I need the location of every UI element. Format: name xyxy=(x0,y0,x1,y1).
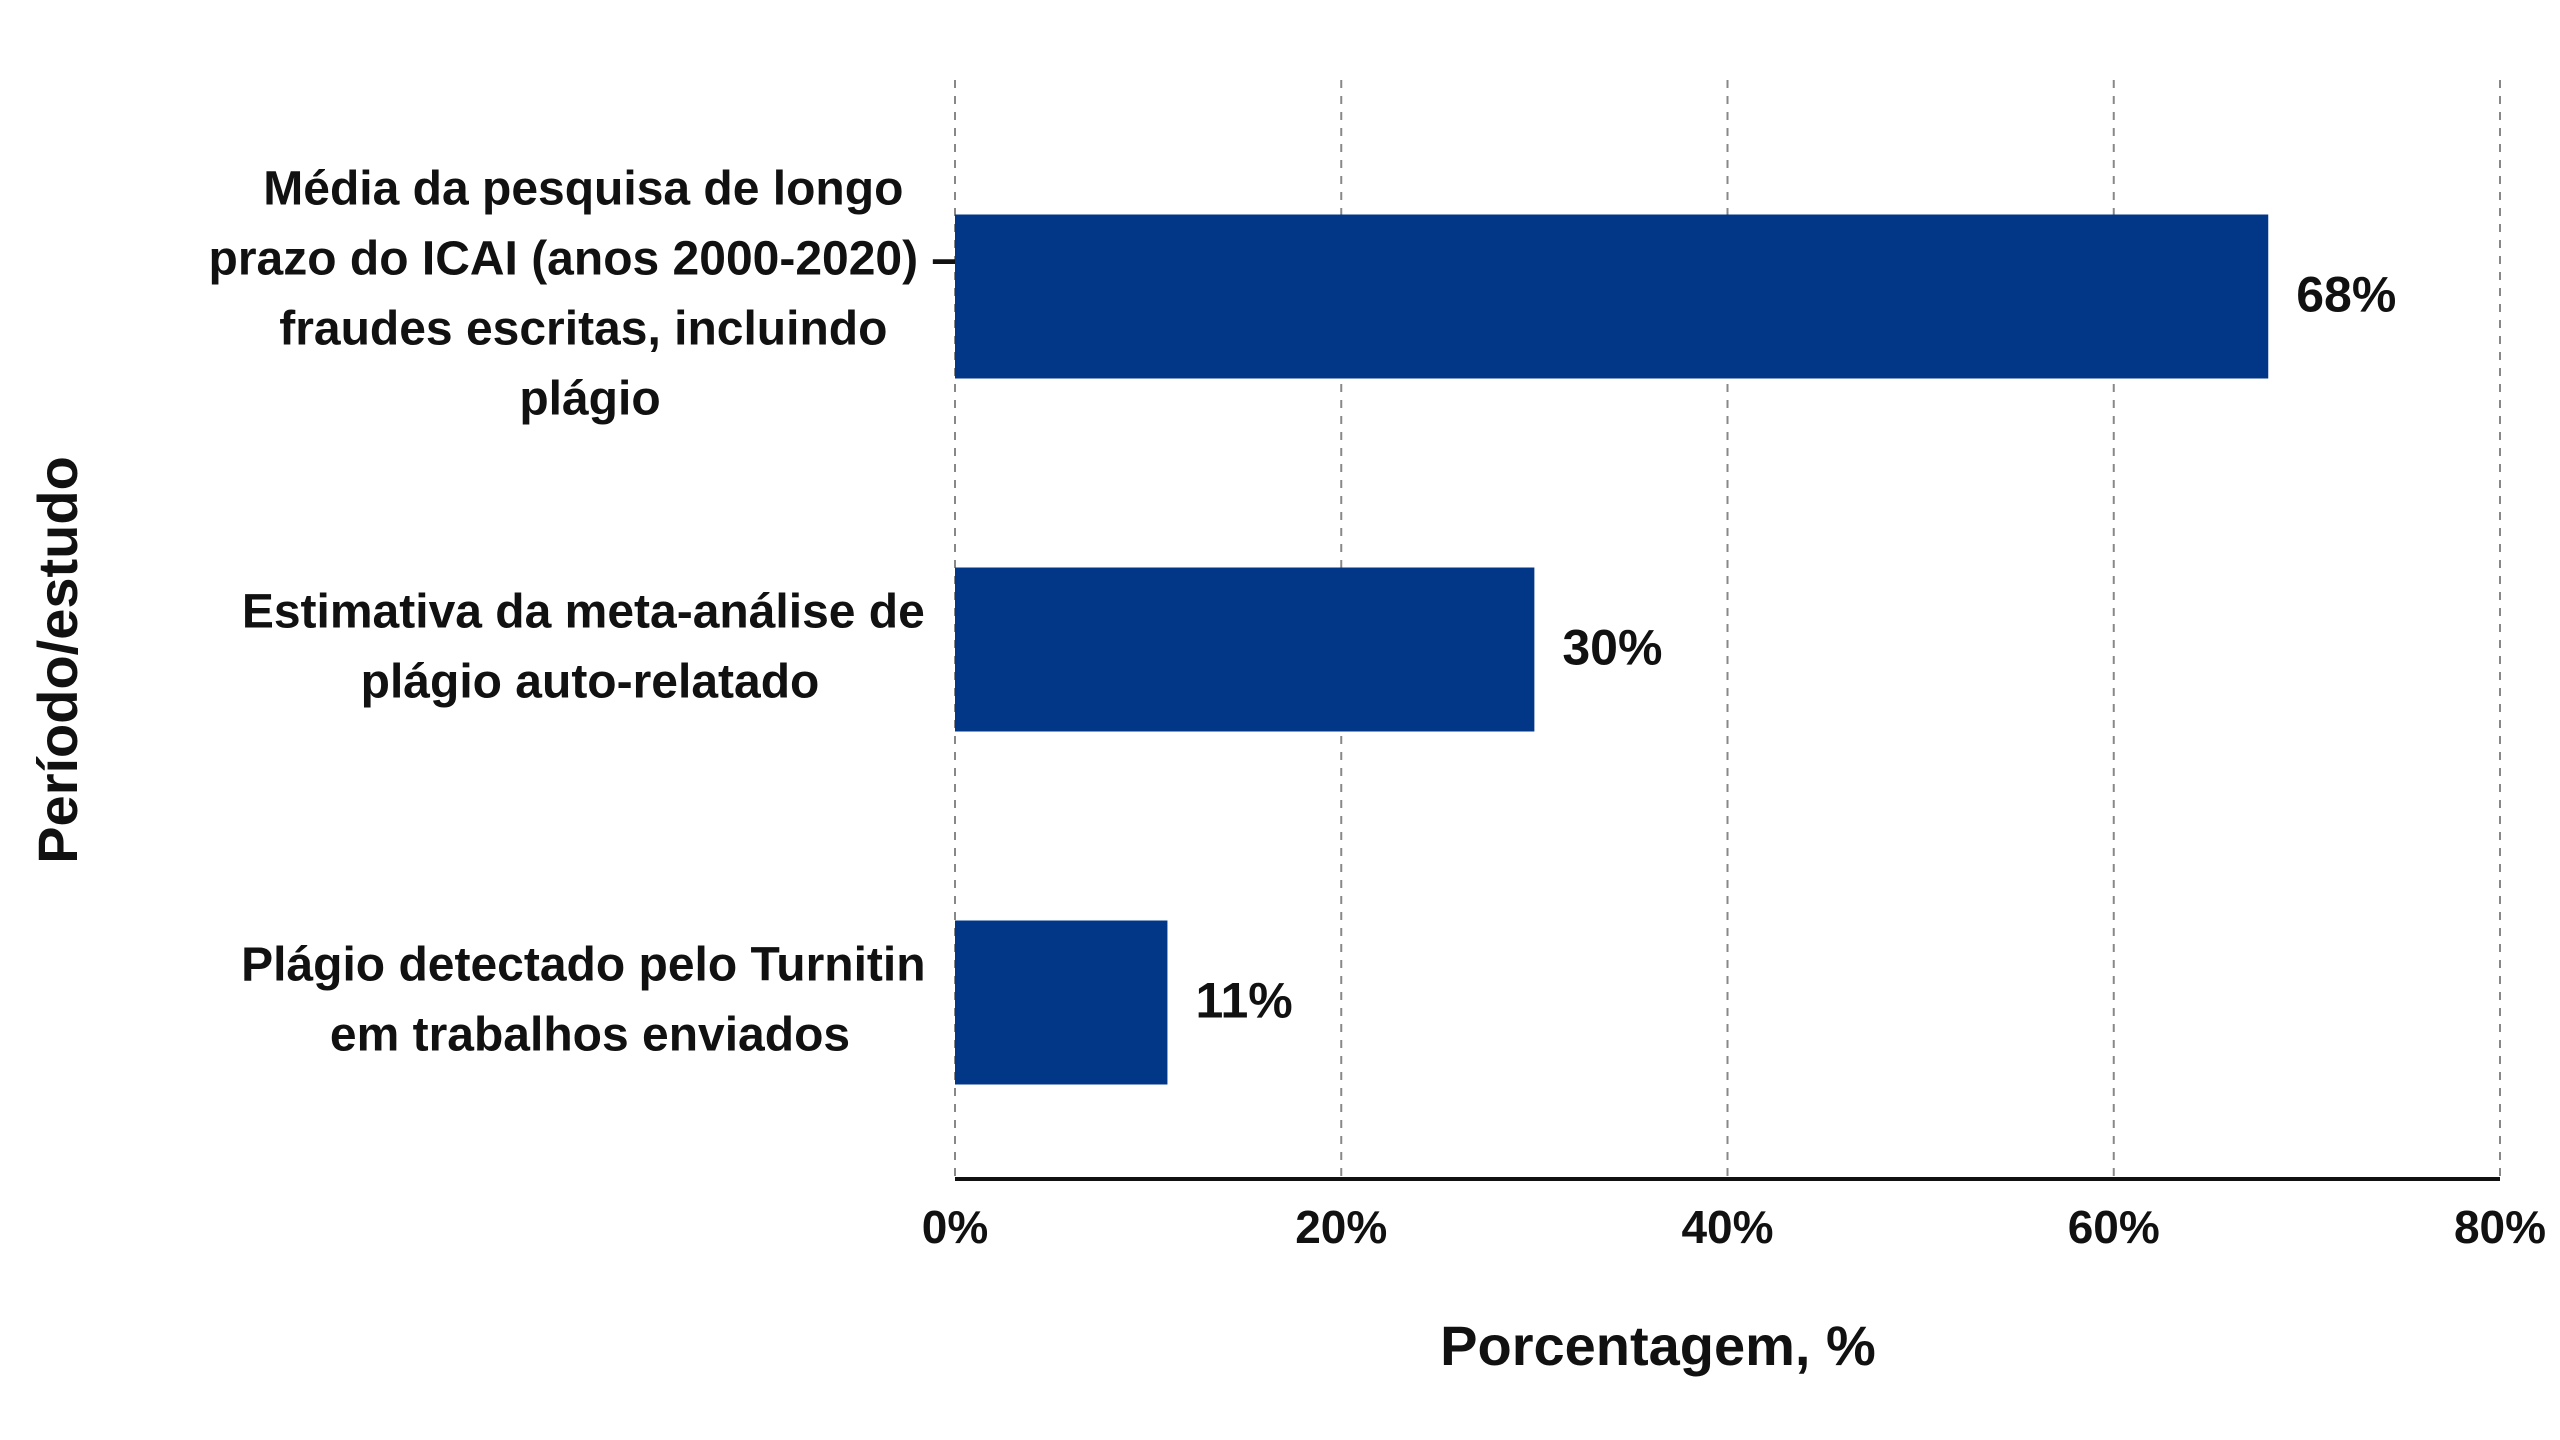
value-label: 11% xyxy=(1195,973,1292,1029)
value-label: 68% xyxy=(2296,267,2396,323)
x-tick-label: 40% xyxy=(1681,1201,1773,1253)
x-tick-label: 80% xyxy=(2454,1201,2546,1253)
x-tick-label: 0% xyxy=(922,1201,988,1253)
x-tick-label: 60% xyxy=(2068,1201,2160,1253)
bar xyxy=(955,567,1535,732)
x-axis-label: Porcentagem, % xyxy=(1440,1314,1876,1377)
y-tick-label: Plágio detectado pelo Turnitin em trabal… xyxy=(241,938,939,1061)
y-tick-label: Estimativa da meta-análise de plágio aut… xyxy=(242,585,938,708)
value-label: 30% xyxy=(1562,620,1662,676)
x-tick-label: 20% xyxy=(1295,1201,1387,1253)
y-tick-label: Média da pesquisa de longo prazo do ICAI… xyxy=(209,162,972,425)
y-axis-label: Período/estudo xyxy=(26,456,89,864)
bar xyxy=(955,920,1168,1085)
bar xyxy=(955,214,2269,379)
